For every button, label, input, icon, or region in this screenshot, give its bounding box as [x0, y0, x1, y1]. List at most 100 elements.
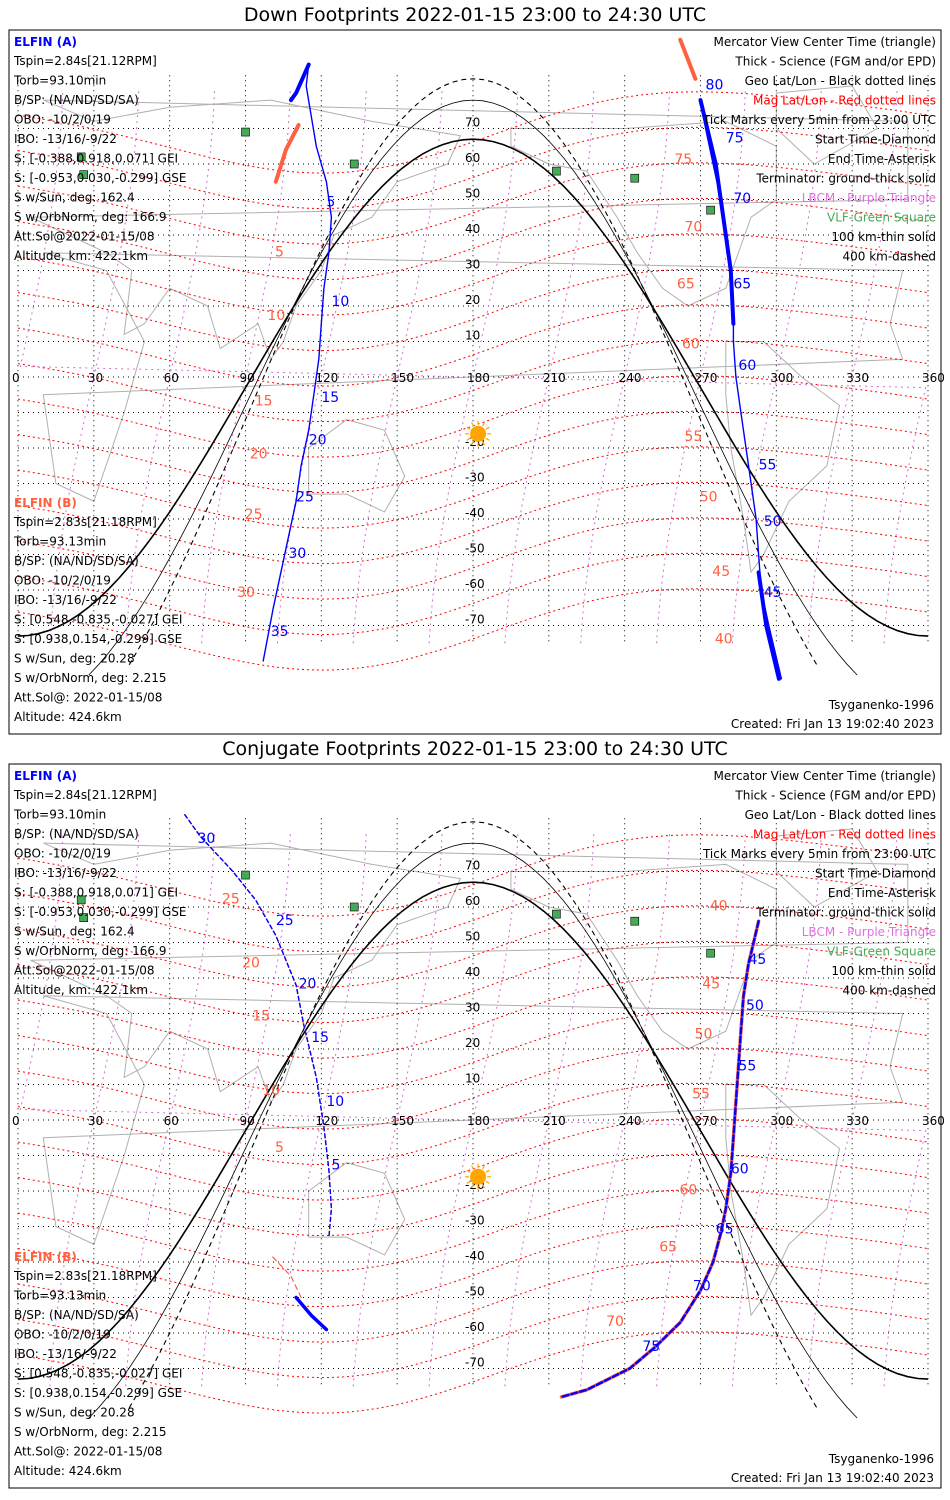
terminator-100km	[88, 842, 858, 1419]
mag-meridian	[276, 89, 367, 644]
elfin-a-tick-label: 10	[326, 1094, 344, 1110]
mag-meridian	[125, 89, 216, 644]
sun-ray	[482, 1165, 486, 1170]
mag-meridian	[656, 89, 746, 644]
lon-tick-label: 300	[770, 371, 793, 385]
mag-meridian	[504, 832, 595, 1387]
lon-tick-label: 360	[922, 1114, 945, 1128]
elfin-b-info-line: Torb=93.13min	[13, 1289, 106, 1303]
elfin-b-info-line: IBO: -13/16/-9/22	[14, 1347, 117, 1361]
elfin-b-info-line: S w/OrbNorm, deg: 2.215	[14, 671, 166, 685]
lat-tick-label: 50	[465, 187, 480, 201]
mag-meridian	[428, 832, 519, 1387]
legend-line: Mag Lat/Lon - Red dotted lines	[753, 828, 936, 842]
lat-tick-label: -40	[465, 506, 485, 520]
sun-ray	[471, 1165, 475, 1170]
elfin-b-info-line: S w/Sun, deg: 20.28	[14, 1406, 135, 1420]
elfin-a-tick-label: 45	[749, 952, 767, 968]
lon-tick-label: 150	[391, 1114, 414, 1128]
elfin-b-tick-label: 55	[692, 1087, 710, 1103]
sun-ray	[466, 1169, 471, 1173]
legend-line: End Time-Asterisk	[828, 152, 936, 166]
legend-line: VLF-Green Square	[827, 211, 936, 225]
mag-parallel	[17, 126, 929, 210]
map-area: 0 30 60 90 120 150 180 210 240 270 300 330 360 70 60 50…	[12, 37, 945, 681]
lat-tick-label: -50	[465, 542, 485, 556]
lat-tick-label: 60	[465, 894, 480, 908]
mag-meridian	[19, 832, 927, 1387]
elfin-a-tick-label: 10	[331, 294, 349, 310]
mag-parallel	[17, 905, 929, 988]
lon-tick-label: 270	[695, 371, 718, 385]
elfin-b-science-segment-2	[678, 37, 698, 81]
mag-meridian	[201, 89, 291, 644]
vlf-site-marker	[349, 902, 359, 912]
elfin-b-info: ELFIN (B) Tspin=2.83s[21.18RPM] Torb=93.13…	[13, 496, 182, 724]
sun-icon	[470, 1168, 487, 1185]
elfin-b-info-line: Altitude: 424.6km	[14, 1464, 122, 1478]
elfin-b-tick-label: 5	[275, 1140, 284, 1156]
continent-outline	[308, 419, 406, 513]
elfin-b-tick-label: 30	[237, 585, 255, 601]
elfin-a-info-line: S w/Sun, deg: 162.4	[14, 925, 135, 939]
mag-parallel	[17, 1011, 929, 1095]
lat-tick-label: 40	[465, 222, 480, 236]
elfin-a-info-line: B/SP: (NA/ND/SD/SA)	[14, 93, 139, 107]
legend-line: Terminator: ground-thick solid	[755, 906, 936, 920]
elfin-a-info-line: S w/OrbNorm, deg: 166.9	[14, 944, 166, 958]
elfin-a-tick-label: 50	[746, 998, 764, 1014]
legend: Mercator View Center Time (triangle) Thic…	[702, 35, 936, 264]
lat-tick-label: -50	[465, 1285, 485, 1299]
lat-tick-label: -70	[465, 613, 485, 627]
elfin-a-info-line: S: [-0.953,0.030,-0.299] GSE	[14, 905, 187, 919]
continent-outline	[42, 252, 904, 502]
mag-meridian	[504, 89, 595, 644]
elfin-a-track	[262, 63, 333, 662]
elfin-b-info-line: IBO: -13/16/-9/22	[14, 593, 117, 607]
lat-tick-label: 30	[465, 258, 480, 272]
legend-line: Thick - Science (FGM and/or EPD)	[734, 789, 936, 803]
terminator-ground	[17, 881, 929, 1380]
elfin-b-info-line: Tspin=2.83s[21.18RPM]	[13, 515, 157, 529]
legend: Mercator View Center Time (triangle) Thic…	[702, 769, 936, 998]
elfin-b-header: ELFIN (B)	[14, 1250, 77, 1264]
mag-meridian	[731, 89, 822, 644]
vlf-site-marker	[76, 152, 86, 162]
lon-tick-label: 30	[88, 1114, 103, 1128]
model-label: Tsyganenko-1996	[828, 1452, 934, 1466]
mag-meridian	[807, 832, 898, 1387]
mag-parallel	[17, 517, 929, 600]
elfin-a-tick-label: 65	[716, 1222, 734, 1238]
elfin-b-info-line: Tspin=2.83s[21.18RPM]	[13, 1269, 157, 1283]
elfin-b-info-line: Att.Sol@: 2022-01-15/08	[14, 691, 162, 705]
mag-meridian	[352, 832, 443, 1387]
elfin-b-tick-label: 20	[242, 955, 260, 971]
legend-line: Start Time-Diamond	[815, 867, 936, 881]
elfin-a-tick-label: 35	[271, 624, 289, 640]
lat-tick-label: 10	[465, 1072, 480, 1086]
lon-tick-label: 300	[770, 1114, 793, 1128]
mag-meridian	[19, 89, 927, 644]
down-footprints-map: 0 30 60 90 120 150 180 210 240 270 300 330 360 70 60 50…	[8, 29, 945, 735]
lat-tick-label: -60	[465, 1320, 485, 1334]
elfin-b-tick-label: 5	[275, 244, 284, 260]
elfin-a-tick-label: 60	[731, 1161, 749, 1177]
sun-ray	[482, 1184, 486, 1189]
lon-tick-label: 180	[467, 1114, 490, 1128]
sun-ray	[485, 426, 490, 430]
mag-parallel	[17, 869, 929, 953]
mag-meridian	[49, 832, 140, 1387]
elfin-b-tick-label: 40	[715, 631, 733, 647]
continent-outline	[308, 1162, 406, 1256]
elfin-a-tick-label: 30	[288, 546, 306, 562]
elfin-a-info-line: Att.Sol@2022-01-15/08	[14, 230, 155, 244]
legend-line: Geo Lat/Lon - Black dotted lines	[745, 74, 936, 88]
elfin-b-info-line: Altitude: 424.6km	[14, 710, 122, 724]
elfin-b-tick-label: 70	[685, 219, 703, 235]
vlf-site-marker	[79, 913, 89, 922]
created-label: Created: Fri Jan 13 19:02:40 2023	[731, 1471, 934, 1485]
mag-parallel	[17, 1082, 929, 1166]
elfin-b-info-line: B/SP: (NA/ND/SD/SA)	[14, 554, 139, 568]
elfin-a-info-line: S: [-0.953,0.030,-0.299] GSE	[14, 171, 187, 185]
vlf-site-marker	[241, 870, 250, 880]
